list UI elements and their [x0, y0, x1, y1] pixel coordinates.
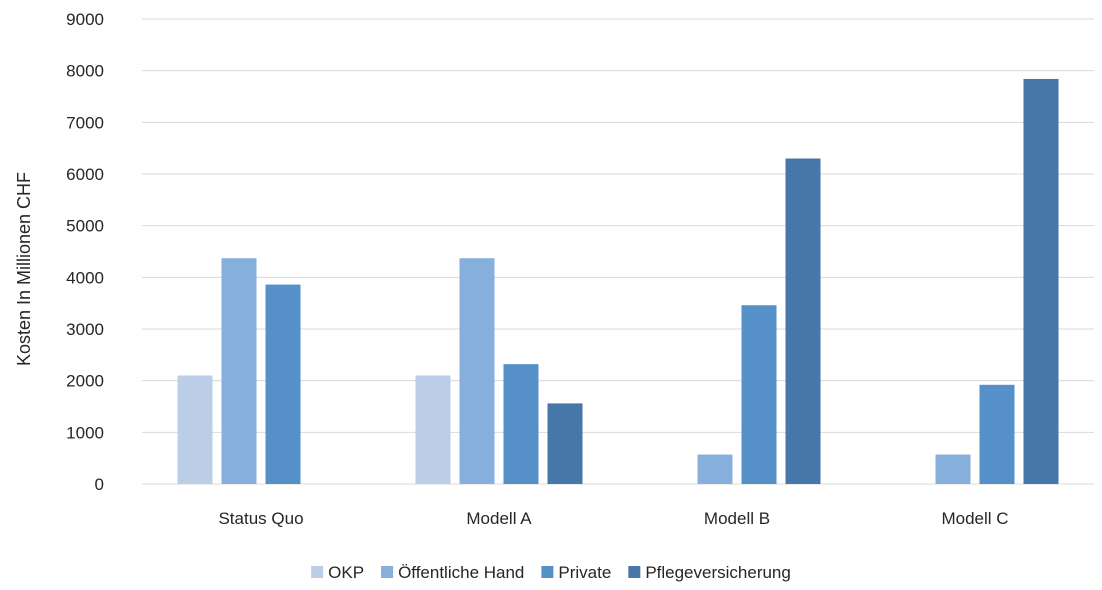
y-tick-label: 0 — [95, 475, 104, 494]
legend-item: Private — [541, 563, 611, 582]
bar — [177, 375, 213, 484]
x-tick-label: Modell C — [941, 509, 1008, 528]
legend-swatch — [381, 566, 394, 578]
legend-item: Pflegeversicherung — [628, 563, 791, 582]
bar — [265, 284, 301, 484]
legend-label: Private — [558, 563, 611, 582]
legend-swatch — [628, 566, 641, 578]
bar — [741, 305, 777, 484]
x-tick-label: Status Quo — [218, 509, 303, 528]
bar — [697, 454, 733, 484]
y-tick-label: 6000 — [66, 165, 104, 184]
bar — [935, 454, 971, 484]
bar — [979, 384, 1015, 484]
x-tick-label: Modell B — [704, 509, 770, 528]
legend-label: OKP — [328, 563, 364, 582]
y-axis-ticks: 0 1000 2000 3000 4000 5000 6000 7000 8000 9000 — [66, 10, 104, 494]
y-tick-label: 3000 — [66, 320, 104, 339]
y-tick-label: 7000 — [66, 113, 104, 132]
bar — [1023, 78, 1059, 484]
y-tick-label: 9000 — [66, 10, 104, 29]
y-tick-label: 1000 — [66, 423, 104, 442]
bar — [459, 258, 495, 484]
x-axis-ticks: Status Quo Modell A Modell B Modell C — [218, 509, 1008, 528]
bar — [547, 403, 583, 484]
bar — [221, 258, 257, 484]
bar — [415, 375, 451, 484]
y-axis-label: Kosten In Millionen CHF — [14, 172, 34, 366]
legend-label: Öffentliche Hand — [398, 563, 524, 582]
bar — [785, 158, 821, 484]
y-tick-label: 4000 — [66, 268, 104, 287]
y-tick-label: 5000 — [66, 217, 104, 236]
legend-swatch — [311, 566, 324, 578]
y-tick-label: 2000 — [66, 372, 104, 391]
legend-item: Öffentliche Hand — [381, 563, 524, 582]
legend-swatch — [541, 566, 554, 578]
x-tick-label: Modell A — [466, 509, 532, 528]
bars — [177, 78, 1059, 484]
legend: OKP Öffentliche Hand Private Pflegeversiche… — [311, 563, 791, 582]
y-tick-label: 8000 — [66, 62, 104, 81]
bar — [503, 364, 539, 484]
legend-item: OKP — [311, 563, 364, 582]
legend-label: Pflegeversicherung — [645, 563, 791, 582]
gridlines — [142, 18, 1094, 485]
